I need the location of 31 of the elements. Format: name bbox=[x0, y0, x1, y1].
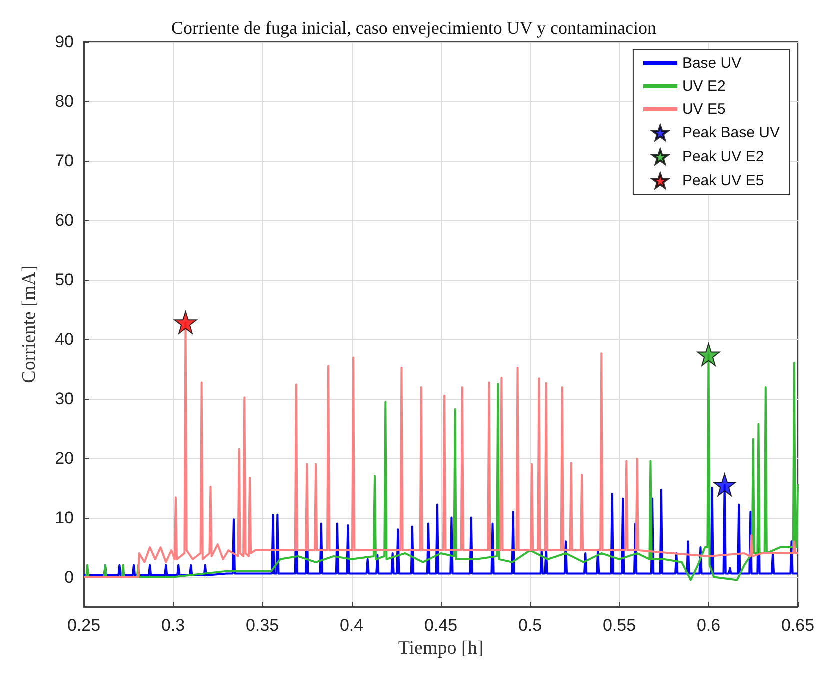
x-tick-label: 0.6 bbox=[696, 616, 721, 635]
point bbox=[174, 311, 198, 334]
x-tick-label: 0.55 bbox=[602, 616, 636, 635]
y-tick-label: 70 bbox=[55, 151, 74, 170]
legend-label: UV E2 bbox=[682, 78, 726, 95]
y-tick-label: 50 bbox=[55, 270, 74, 290]
x-tick-label: 0.5 bbox=[518, 616, 542, 635]
y-tick-label: 80 bbox=[55, 92, 74, 111]
x-tick-label: 0.25 bbox=[67, 616, 101, 635]
y-tick-label: 90 bbox=[55, 32, 74, 52]
x-tick-label: 0.3 bbox=[161, 616, 186, 635]
chart-title: Corriente de fuga inicial, caso envejecimiento UV y contaminacion bbox=[172, 18, 656, 38]
legend-label: Peak UV E2 bbox=[682, 148, 764, 166]
y-tick-label: 20 bbox=[55, 448, 74, 468]
y-axis-title: Corriente [mA] bbox=[19, 266, 40, 384]
y-tick-label: 0 bbox=[64, 568, 74, 587]
legend-label: Peak UV E5 bbox=[682, 172, 764, 190]
point bbox=[697, 343, 720, 366]
y-tick-label: 60 bbox=[55, 210, 74, 230]
x-tick-label: 0.4 bbox=[340, 616, 364, 635]
x-tick-label: 0.35 bbox=[246, 616, 280, 635]
point bbox=[713, 474, 736, 497]
x-tick-label: 0.45 bbox=[424, 616, 458, 635]
legend-label: UV E5 bbox=[682, 101, 726, 118]
legend-label: Base UV bbox=[682, 55, 742, 72]
y-tick-label: 10 bbox=[55, 508, 74, 528]
y-tick-label: 40 bbox=[55, 330, 74, 349]
y-tick-label: 30 bbox=[55, 389, 74, 408]
x-axis-title: Tiempo [h] bbox=[398, 638, 484, 659]
x-tick-label: 0.65 bbox=[781, 616, 815, 635]
legend-label: Peak Base UV bbox=[682, 124, 780, 142]
